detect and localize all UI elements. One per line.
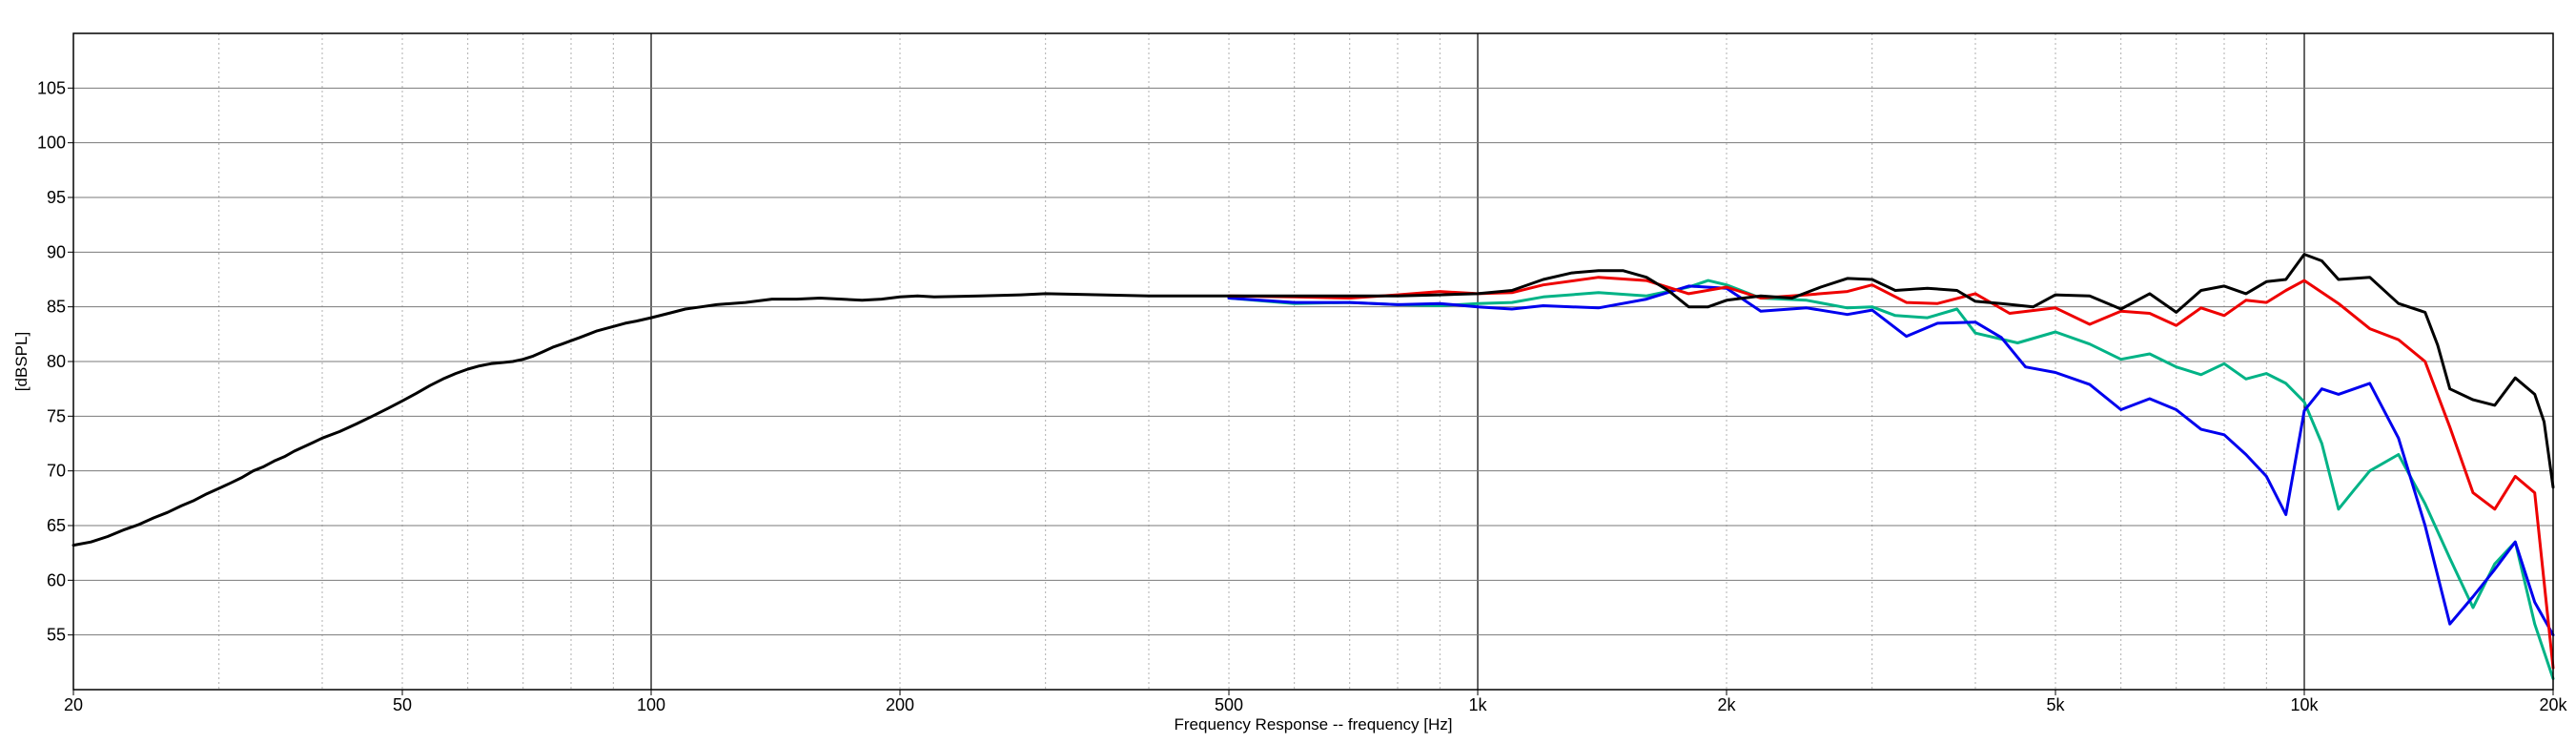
x-tick-labels: 20 50 100 200 500 1k 2k 5k 10k 20k xyxy=(64,690,2568,714)
x-tick-label: 100 xyxy=(637,695,665,714)
x-tick-label: 10k xyxy=(2290,695,2319,714)
series-line-4 xyxy=(72,253,2555,548)
x-axis-label: Frequency Response -- frequency [Hz] xyxy=(1175,715,1453,734)
y-tick-label: 55 xyxy=(47,626,66,645)
x-tick-label: 5k xyxy=(2047,695,2066,714)
y-tick-label: 85 xyxy=(47,298,66,317)
major-gridlines xyxy=(73,33,2553,690)
x-tick-label: 20k xyxy=(2539,695,2567,714)
series-line-2 xyxy=(1227,284,2555,637)
y-tick-label: 90 xyxy=(47,242,66,261)
y-tick-labels: 55 60 65 70 75 80 85 90 95 100 105 xyxy=(37,78,73,645)
y-tick-label: 105 xyxy=(37,78,66,97)
y-tick-label: 70 xyxy=(47,462,66,481)
y-tick-label: 80 xyxy=(47,352,66,371)
y-tick-label: 95 xyxy=(47,188,66,207)
y-axis-label: [dBSPL] xyxy=(12,332,31,391)
x-tick-label: 200 xyxy=(886,695,914,714)
y-tick-label: 65 xyxy=(47,516,66,535)
x-tick-label: 2k xyxy=(1717,695,1736,714)
series-line-3 xyxy=(1227,276,2555,670)
series-layer xyxy=(72,253,2555,680)
x-tick-label: 1k xyxy=(1468,695,1487,714)
y-tick-label: 60 xyxy=(47,570,66,589)
x-tick-label: 50 xyxy=(393,695,412,714)
x-tick-label: 20 xyxy=(64,695,83,714)
y-tick-label: 100 xyxy=(37,134,66,153)
y-tick-label: 75 xyxy=(47,406,66,425)
series-line-1 xyxy=(1227,279,2555,680)
x-tick-label: 500 xyxy=(1215,695,1243,714)
